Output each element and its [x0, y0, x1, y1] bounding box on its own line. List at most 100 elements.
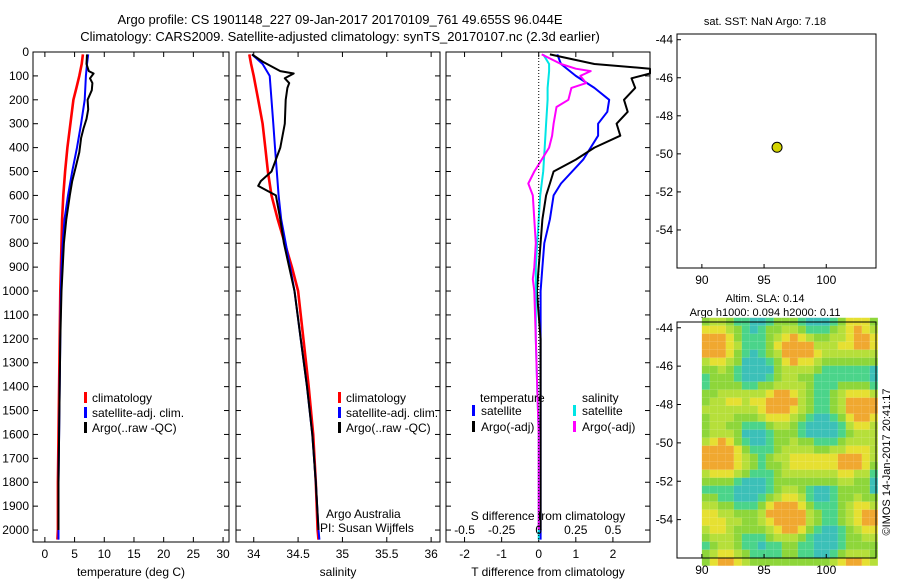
- sla-cell: [789, 349, 798, 358]
- sla-cell: [837, 373, 846, 382]
- y-tick-label: 1200: [2, 332, 29, 346]
- x-tick-label: 0: [42, 547, 49, 561]
- sla-cell: [861, 501, 870, 510]
- sla-cell: [845, 557, 854, 566]
- sla-cell: [757, 445, 766, 454]
- sla-cell: [837, 485, 846, 494]
- y-tick-label: -46: [656, 359, 674, 373]
- sla-cell: [765, 461, 774, 470]
- x-tick-label: 5: [71, 547, 78, 561]
- sla-cell: [821, 413, 830, 422]
- sla-cell: [813, 421, 822, 430]
- sla-cell: [741, 477, 750, 486]
- sla-cell: [781, 357, 790, 366]
- sla-cell: [797, 381, 806, 390]
- sla-cell: [845, 501, 854, 510]
- sla-cell: [821, 533, 830, 542]
- sla-cell: [845, 485, 854, 494]
- sla-cell: [853, 501, 862, 510]
- sla-cell: [829, 325, 838, 334]
- sla-cell: [861, 389, 870, 398]
- sla-cell: [829, 445, 838, 454]
- sla-cell: [757, 469, 766, 478]
- sla-cell: [709, 549, 718, 558]
- sla-cell: [757, 381, 766, 390]
- sla-cell: [725, 341, 734, 350]
- sst-map-title: sat. SST: NaN Argo: 7.18: [704, 16, 826, 28]
- sla-cell: [861, 429, 870, 438]
- sla-cell: [797, 413, 806, 422]
- sla-cell: [701, 341, 710, 350]
- sla-cell: [813, 333, 822, 342]
- sla-cell: [853, 469, 862, 478]
- sla-cell: [733, 533, 742, 542]
- x-tick-label: 34.5: [286, 547, 310, 561]
- sla-cell: [733, 413, 742, 422]
- sla-cell: [725, 389, 734, 398]
- legend-swatch: [84, 392, 87, 403]
- sla-cell: [741, 557, 750, 566]
- sla-cell: [725, 325, 734, 334]
- sla-cell: [725, 541, 734, 550]
- sla-cell: [805, 509, 814, 518]
- sla-cell: [861, 373, 870, 382]
- figure-title-line1: Argo profile: CS 1901148_227 09-Jan-2017…: [117, 12, 562, 27]
- sla-cell: [821, 429, 830, 438]
- sla-cell: [701, 357, 710, 366]
- sla-cell: [845, 333, 854, 342]
- temperature-panel: 0 5 10 15 20 25 30 temperature (deg C) 0 100 200 30…: [2, 45, 230, 579]
- sla-cell: [733, 517, 742, 526]
- sla-cell: [805, 549, 814, 558]
- sla-cell: [805, 493, 814, 502]
- sla-cell: [861, 557, 870, 566]
- sla-cell: [757, 341, 766, 350]
- sla-cell: [813, 445, 822, 454]
- sla-cell: [773, 357, 782, 366]
- sla-cell: [781, 421, 790, 430]
- sla-cell: [701, 477, 710, 486]
- sla-cell: [749, 389, 758, 398]
- sla-cell: [725, 357, 734, 366]
- sla-cell: [797, 341, 806, 350]
- sla-cell: [853, 405, 862, 414]
- sla-cell: [709, 341, 718, 350]
- legend-swatch: [84, 422, 87, 433]
- sla-cell: [829, 453, 838, 462]
- sla-cell: [773, 533, 782, 542]
- sla-cell: [725, 405, 734, 414]
- sla-cell: [845, 421, 854, 430]
- sla-cell: [805, 325, 814, 334]
- sla-cell: [845, 453, 854, 462]
- sla-cell: [733, 469, 742, 478]
- sla-cell: [869, 349, 878, 358]
- sla-cell: [861, 469, 870, 478]
- sla-cell: [845, 445, 854, 454]
- sla-cell: [805, 557, 814, 566]
- sla-cell: [805, 365, 814, 374]
- x-tick-label: 15: [127, 547, 141, 561]
- sla-cell: [821, 461, 830, 470]
- sla-cell: [853, 413, 862, 422]
- series-line: [535, 53, 651, 530]
- sla-cell: [717, 453, 726, 462]
- sla-cell: [821, 509, 830, 518]
- sla-cell: [741, 341, 750, 350]
- sla-cell: [837, 493, 846, 502]
- sla-cell: [829, 397, 838, 406]
- sla-cell: [845, 493, 854, 502]
- sla-cell: [861, 525, 870, 534]
- sla-cell: [781, 429, 790, 438]
- sla-cell: [709, 453, 718, 462]
- sla-cell: [805, 405, 814, 414]
- sla-cell: [749, 501, 758, 510]
- sla-cell: [869, 429, 878, 438]
- sla-cell: [837, 421, 846, 430]
- sla-cell: [757, 541, 766, 550]
- sla-cell: [749, 325, 758, 334]
- sla-cell: [701, 509, 710, 518]
- sla-cell: [781, 437, 790, 446]
- sla-cell: [829, 485, 838, 494]
- sla-cell: [821, 477, 830, 486]
- y-tick-label: -52: [656, 474, 674, 488]
- sla-cell: [869, 501, 878, 510]
